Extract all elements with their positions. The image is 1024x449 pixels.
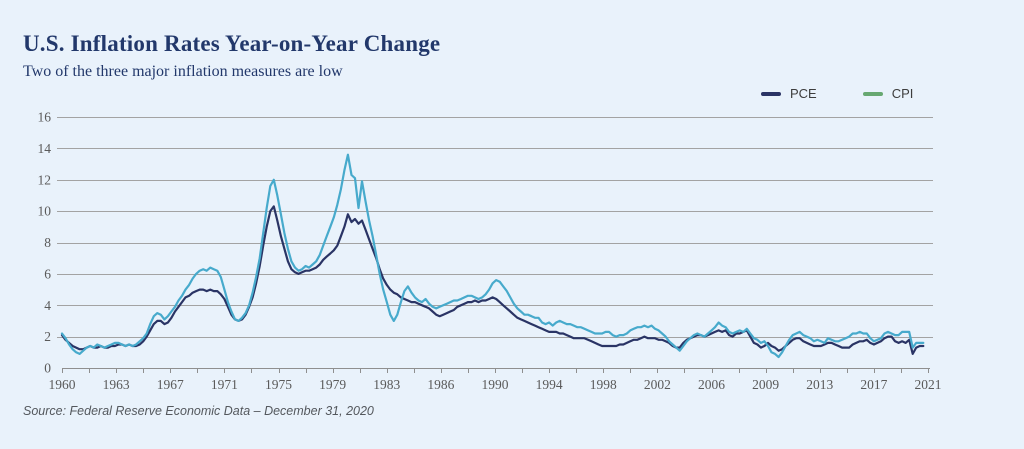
chart-subtitle: Two of the three major inflation measure… <box>23 63 343 80</box>
gridlines <box>57 117 933 338</box>
x-tick-label: 2002 <box>644 377 671 392</box>
y-tick-label: 16 <box>38 110 52 125</box>
y-axis-labels: 0 2 4 6 8 10 12 14 16 <box>38 110 52 376</box>
cpi-line-swatch-icon <box>862 91 883 96</box>
x-axis-labels: 1960 1963 1967 1971 1975 1979 1983 1986 1990 1994… <box>49 377 942 392</box>
y-tick-label: 14 <box>38 141 52 156</box>
chart-title: U.S. Inflation Rates Year-on-Year Change <box>23 31 441 56</box>
y-tick-label: 10 <box>38 204 52 219</box>
legend-item-pce: PCE <box>761 86 817 101</box>
x-tick-label: 2006 <box>698 377 725 392</box>
pce-line <box>60 205 925 355</box>
x-tick-label: 2021 <box>915 377 942 392</box>
x-tick-label: 2009 <box>752 377 779 392</box>
x-tick-label: 1986 <box>427 377 454 392</box>
pce-line-swatch-icon <box>761 91 781 96</box>
x-tick-label: 1967 <box>157 377 184 392</box>
y-tick-label: 0 <box>44 361 51 376</box>
cpi-line <box>60 153 925 359</box>
x-tick-label: 1960 <box>49 377 76 392</box>
x-tick-label: 1990 <box>482 377 509 392</box>
y-tick-label: 4 <box>44 298 51 313</box>
x-tick-label: 1979 <box>319 377 346 392</box>
x-tick-label: 1971 <box>211 377 238 392</box>
x-tick-label: 1994 <box>536 377 563 392</box>
x-tick-label: 1963 <box>103 377 130 392</box>
x-tick-label: 1998 <box>590 377 617 392</box>
y-tick-label: 2 <box>44 329 51 344</box>
legend-label-pce: PCE <box>790 86 817 101</box>
x-tick-label: 2017 <box>860 377 887 392</box>
x-tick-label: 2013 <box>806 377 833 392</box>
x-tick-label: 1983 <box>373 377 400 392</box>
y-tick-label: 8 <box>44 235 51 250</box>
x-axis <box>62 368 930 373</box>
x-tick-label: 1975 <box>265 377 292 392</box>
y-tick-label: 12 <box>38 172 52 187</box>
legend-label-cpi: CPI <box>891 86 914 101</box>
chart-legend: PCE CPI <box>761 86 913 101</box>
source-note: Source: Federal Reserve Economic Data – … <box>23 404 374 418</box>
y-tick-label: 6 <box>44 266 51 281</box>
legend-item-cpi: CPI <box>862 86 914 101</box>
